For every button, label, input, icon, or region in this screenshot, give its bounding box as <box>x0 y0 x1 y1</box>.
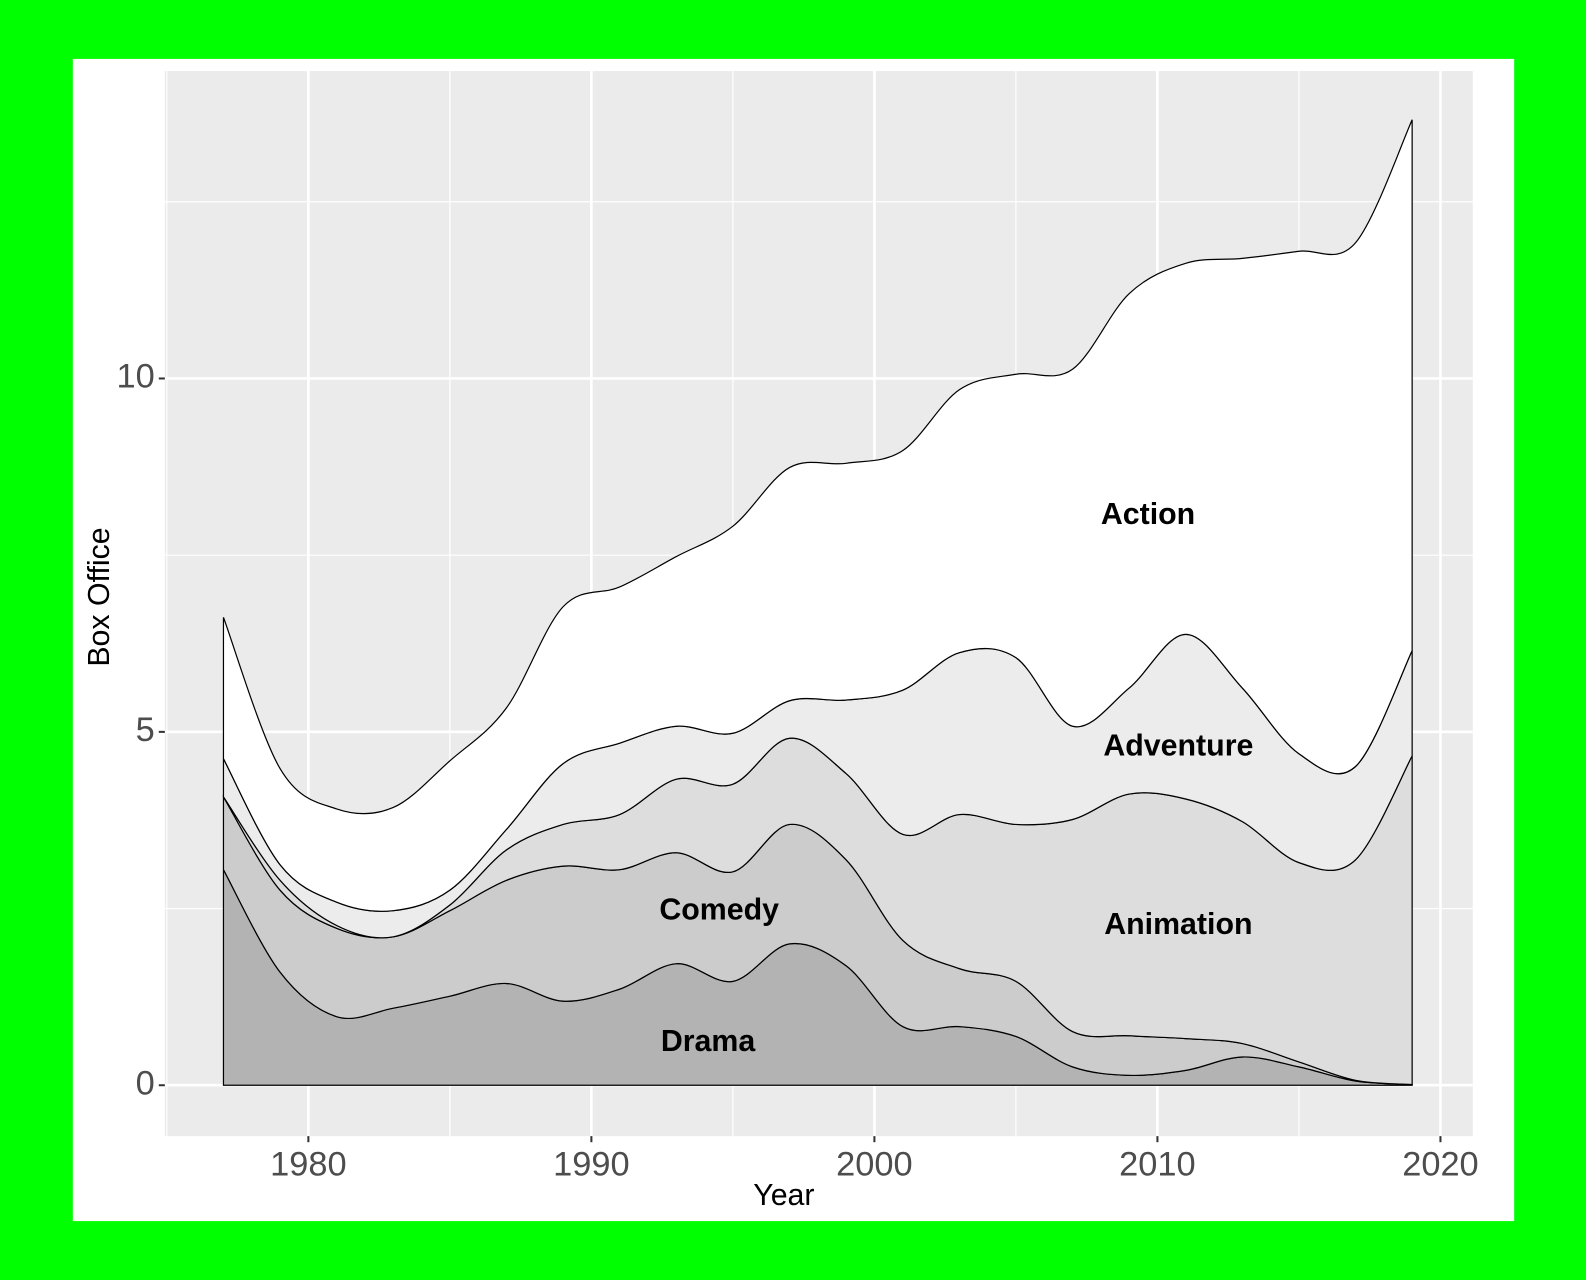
y-tick-label: 0 <box>136 1064 155 1102</box>
series-label: Comedy <box>659 894 779 927</box>
series-label: Drama <box>661 1025 757 1058</box>
x-tick-label: 1990 <box>553 1146 629 1184</box>
series-label: Adventure <box>1103 730 1253 763</box>
x-tick-label: 1980 <box>270 1146 346 1184</box>
series-label: Action <box>1101 498 1195 531</box>
y-tick-label: 10 <box>117 358 155 396</box>
series-label: Animation <box>1104 908 1252 941</box>
x-tick-label: 2010 <box>1119 1146 1195 1184</box>
x-tick-label: 2020 <box>1402 1146 1478 1184</box>
y-tick-label: 5 <box>136 711 155 749</box>
x-tick-label: 2000 <box>836 1146 912 1184</box>
area <box>222 119 1413 912</box>
x-axis-title: Year <box>753 1179 814 1212</box>
y-axis-title: Box Office <box>83 527 116 666</box>
